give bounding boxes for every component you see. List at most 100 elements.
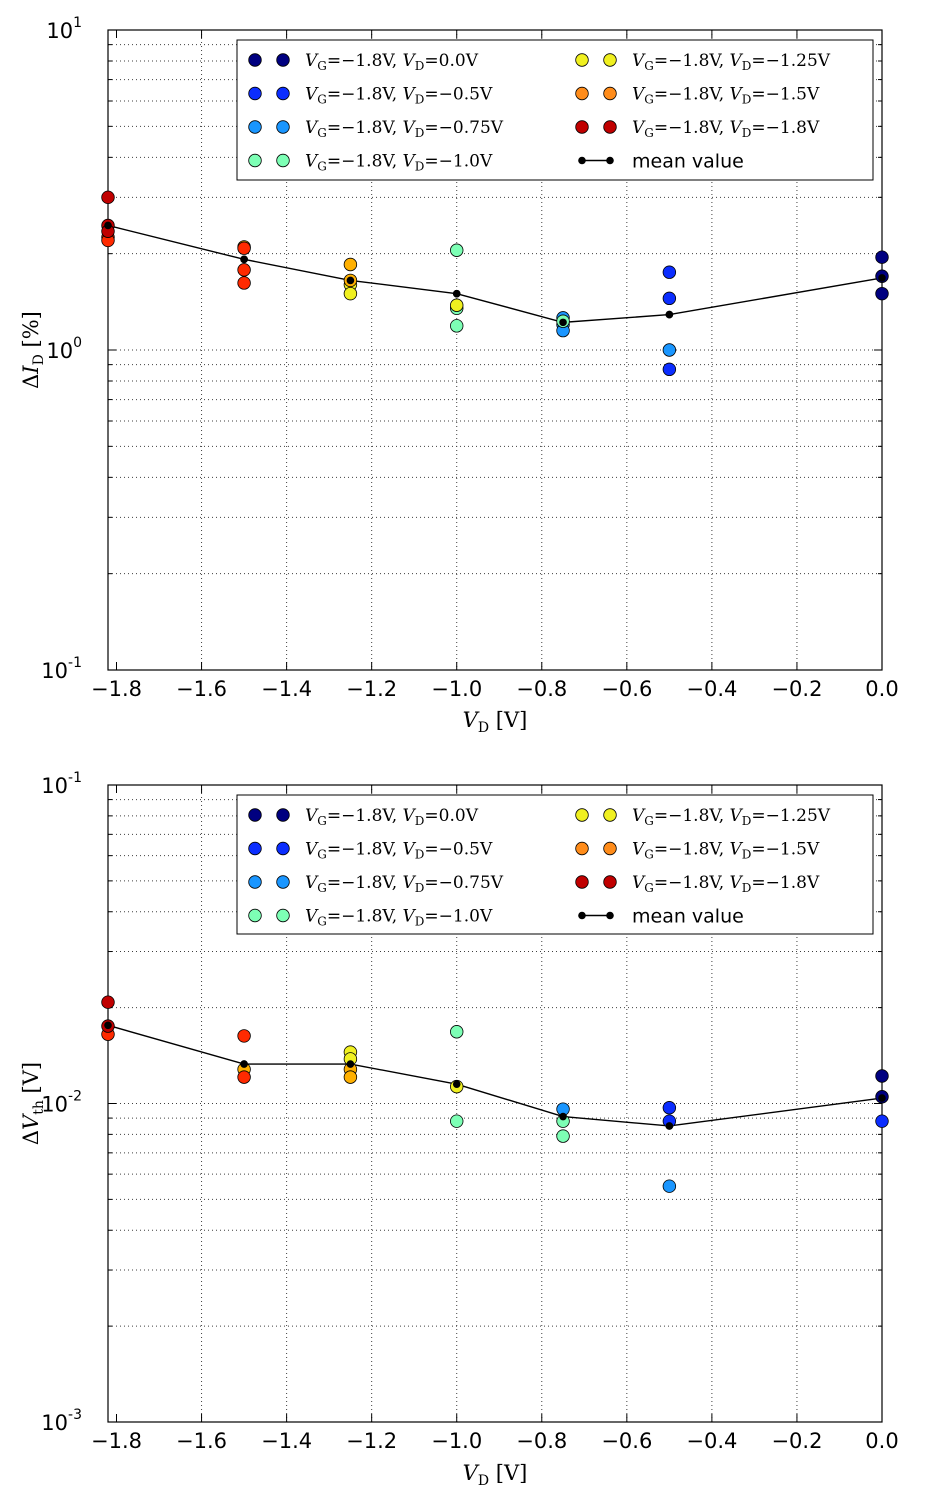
legend-vg-sub: G bbox=[317, 881, 327, 895]
y-tick-exponent: -3 bbox=[68, 1407, 82, 1423]
legend-vg-value: =−1.8V, bbox=[327, 840, 403, 860]
data-point bbox=[237, 241, 251, 255]
legend-vd-value: −0.75V bbox=[439, 118, 504, 138]
legend-vd-value: −0.5V bbox=[439, 85, 493, 105]
chart-panel-2: −1.8 −1.6 −1.4 −1.2 −1.0 −0.8 −0.6 −0.4 −0.2 0.0 1… bbox=[19, 770, 899, 1489]
legend-vg-value: =−1.8V, bbox=[327, 118, 403, 138]
legend-vg-value: =−1.8V, bbox=[327, 806, 403, 826]
legend-mean-marker bbox=[606, 911, 614, 920]
legend-vd: V bbox=[403, 85, 417, 105]
legend-vd-sub: D bbox=[415, 814, 425, 828]
legend-vg-value: =−1.8V, bbox=[327, 85, 403, 105]
legend-marker bbox=[248, 841, 262, 856]
legend-vd-sub: D bbox=[742, 814, 752, 828]
legend-vd: V bbox=[403, 873, 417, 893]
legend-vd-sub: D bbox=[415, 160, 425, 174]
legend-marker bbox=[276, 841, 290, 856]
mean-value-point bbox=[559, 1112, 567, 1121]
data-point bbox=[875, 250, 889, 264]
data-point bbox=[237, 276, 251, 290]
legend-vg: V bbox=[632, 118, 646, 138]
x-label-main: V bbox=[463, 1461, 480, 1485]
y-tick-exponent: -1 bbox=[68, 655, 82, 671]
legend-mean-marker bbox=[606, 156, 614, 165]
legend-eq: = bbox=[424, 51, 438, 71]
legend-vg-value: =−1.8V, bbox=[654, 873, 730, 893]
y-tick-base: 10 bbox=[46, 339, 73, 363]
legend-vg-value: =−1.8V, bbox=[327, 873, 403, 893]
mean-value-line bbox=[107, 224, 883, 324]
data-point bbox=[343, 1070, 358, 1084]
legend-vd-value: −1.25V bbox=[766, 51, 831, 71]
y-tick-base: 10 bbox=[41, 1093, 68, 1117]
legend-vd-sub: D bbox=[742, 881, 752, 895]
x-tick-label: −0.2 bbox=[771, 677, 822, 701]
legend-marker bbox=[603, 86, 617, 101]
legend-label: VG=−1.8V, VD=−1.8V bbox=[632, 873, 820, 895]
mean-value-line bbox=[107, 1024, 883, 1127]
legend-eq: = bbox=[424, 806, 438, 826]
legend-box bbox=[236, 794, 874, 935]
y-label-sub: D bbox=[31, 354, 47, 365]
y-tick-base: 10 bbox=[41, 659, 68, 683]
legend-vd-sub: D bbox=[415, 881, 425, 895]
y-label-delta: Δ bbox=[19, 1130, 43, 1145]
legend-marker bbox=[603, 53, 617, 67]
legend-label: VG=−1.8V, VD=−1.0V bbox=[305, 907, 493, 929]
mean-value-point bbox=[240, 1060, 248, 1068]
legend-eq: = bbox=[751, 873, 765, 893]
chart-panel-1: −1.8 −1.6 −1.4 −1.2 −1.0 −0.8 −0.6 −0.4 −0.2 0.0 1… bbox=[19, 15, 899, 736]
data-point bbox=[662, 1101, 677, 1115]
legend-marker bbox=[575, 841, 589, 856]
legend-vd: V bbox=[730, 85, 744, 105]
data-point bbox=[237, 1070, 251, 1084]
y-tick-base: 10 bbox=[46, 19, 73, 43]
y-tick-exponent: -1 bbox=[68, 770, 82, 786]
y-tick-exponent: 0 bbox=[73, 335, 82, 351]
legend-vd-sub: D bbox=[742, 848, 752, 862]
legend-vd-sub: D bbox=[742, 59, 752, 73]
legend-vg-sub: G bbox=[317, 126, 327, 140]
x-axis-label: VD [V] bbox=[463, 708, 528, 736]
y-tick-exponent: 1 bbox=[73, 15, 82, 31]
data-point bbox=[662, 362, 677, 377]
legend-marker bbox=[603, 808, 617, 822]
x-tick-label: −1.4 bbox=[261, 677, 312, 701]
x-tick-label: −1.8 bbox=[91, 1429, 142, 1453]
legend-mean-label: mean value bbox=[632, 906, 744, 928]
mean-value-point bbox=[665, 310, 674, 319]
data-point bbox=[450, 1025, 464, 1039]
mean-value-point bbox=[104, 1021, 112, 1030]
legend-marker bbox=[575, 53, 589, 67]
legend-vg: V bbox=[632, 51, 646, 71]
legend-vg: V bbox=[632, 873, 646, 893]
x-label-main: V bbox=[463, 708, 480, 732]
data-point bbox=[237, 1029, 251, 1043]
mean-value-point bbox=[346, 1060, 355, 1068]
legend-vd-value: −0.5V bbox=[439, 840, 493, 860]
data-point bbox=[343, 257, 358, 272]
legend-vd: V bbox=[403, 907, 417, 927]
mean-value-point bbox=[240, 255, 248, 264]
legend-eq: = bbox=[751, 51, 765, 71]
legend-vg: V bbox=[305, 907, 319, 927]
x-tick-label: −1.6 bbox=[176, 1429, 227, 1453]
x-label-unit: [V] bbox=[489, 708, 527, 732]
mean-value-point bbox=[665, 1122, 674, 1130]
x-tick-label: −1.0 bbox=[431, 1429, 482, 1453]
legend-vd-value: −1.0V bbox=[439, 152, 493, 172]
y-label-delta: Δ bbox=[19, 374, 43, 389]
mean-value-point bbox=[878, 274, 886, 282]
data-point bbox=[556, 1129, 570, 1143]
legend-label: VG=−1.8V, VD=−0.75V bbox=[305, 873, 504, 895]
legend-vd: V bbox=[403, 806, 417, 826]
legend-vg-sub: G bbox=[644, 848, 654, 862]
legend-marker bbox=[276, 908, 290, 923]
mean-value-point bbox=[104, 221, 112, 230]
y-axis-label: ΔVth [V] bbox=[19, 1062, 47, 1145]
y-tick-label: 10-1 bbox=[41, 655, 82, 683]
mean-value-point bbox=[559, 318, 567, 327]
y-tick-label: 10-1 bbox=[41, 770, 82, 798]
y-label-main: V bbox=[19, 1113, 43, 1130]
legend-vd: V bbox=[730, 806, 744, 826]
